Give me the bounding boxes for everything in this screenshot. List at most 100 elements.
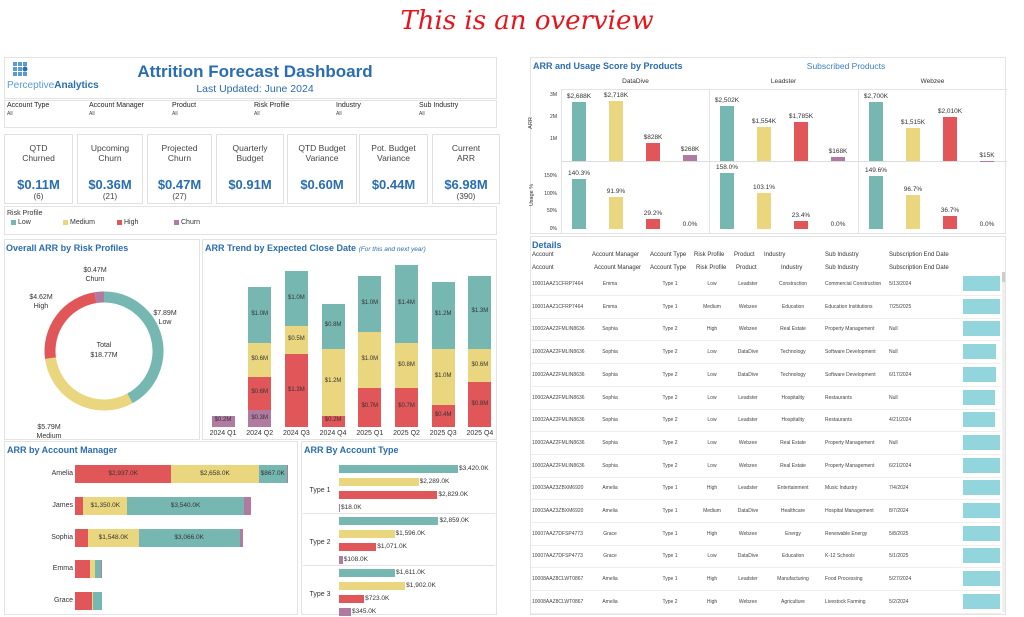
filter-risk-profile[interactable]: Risk Profile All bbox=[254, 102, 334, 126]
details-scrollbar[interactable] bbox=[1002, 272, 1005, 612]
column-header-sub[interactable]: Account bbox=[532, 265, 554, 271]
column-header-sub[interactable]: Product bbox=[736, 265, 757, 271]
trend-bar-high[interactable]: $0.7M bbox=[395, 387, 418, 427]
usage-bar-high[interactable] bbox=[794, 220, 808, 229]
trend-bar-low[interactable]: $1.2M bbox=[431, 281, 455, 349]
trend-bar-high[interactable]: $0.8M bbox=[468, 382, 492, 427]
trend-bar-low[interactable]: $1.0M bbox=[284, 270, 308, 327]
trend-bar-churn[interactable]: $0.2M bbox=[211, 415, 235, 427]
manager-bar-churn[interactable] bbox=[287, 465, 288, 483]
column-header-sub[interactable]: Account Manager bbox=[594, 265, 642, 271]
column-header-sub[interactable]: Industry bbox=[781, 265, 803, 271]
arr-bar-low[interactable] bbox=[720, 105, 734, 161]
trend-bar-low[interactable]: $1.0M bbox=[358, 276, 382, 333]
usage-bar-high[interactable] bbox=[943, 216, 957, 229]
column-header-sub[interactable]: Subscription End Date bbox=[889, 265, 949, 271]
filter-account-manager[interactable]: Account Manager All bbox=[89, 102, 169, 126]
trend-bar-high[interactable]: $0.4M bbox=[431, 404, 455, 427]
column-header[interactable]: Account Type bbox=[650, 252, 687, 258]
column-header-sub[interactable]: Account Type bbox=[650, 265, 687, 271]
trend-bar-medium[interactable]: $1.0M bbox=[358, 332, 382, 388]
trend-bar-high[interactable]: $0.7M bbox=[358, 387, 382, 427]
manager-bar-low[interactable]: $3,540.0K bbox=[127, 497, 244, 515]
manager-bar-high[interactable] bbox=[75, 560, 90, 578]
donut-slice-high[interactable] bbox=[44, 292, 97, 359]
column-header-sub[interactable]: Risk Profile bbox=[696, 265, 727, 271]
arr-bar-low[interactable] bbox=[869, 101, 883, 161]
type-bar-churn[interactable] bbox=[339, 504, 340, 512]
trend-bar-medium[interactable]: $0.6M bbox=[248, 343, 272, 377]
column-header[interactable]: Account bbox=[532, 252, 554, 258]
type-bar-churn[interactable] bbox=[339, 556, 343, 564]
column-header[interactable]: Sub Industry bbox=[825, 252, 859, 258]
column-header[interactable]: Industry bbox=[764, 252, 786, 258]
type-bar-medium[interactable] bbox=[339, 582, 406, 590]
type-bar-high[interactable] bbox=[339, 491, 438, 499]
filter-sub-industry[interactable]: Sub Industry All bbox=[419, 102, 499, 126]
manager-bar-medium[interactable]: $1,350.0K bbox=[83, 497, 128, 515]
column-header[interactable]: Subscription End Date bbox=[889, 252, 949, 258]
column-header[interactable]: Account Manager bbox=[592, 252, 640, 258]
legend-item-high[interactable]: High bbox=[117, 219, 138, 226]
manager-bar-low[interactable] bbox=[94, 560, 102, 578]
trend-bar-churn[interactable]: $0.3M bbox=[248, 410, 272, 427]
filter-product[interactable]: Product All bbox=[172, 102, 252, 126]
trend-bar-medium[interactable]: $1.0M bbox=[431, 348, 455, 405]
donut-slice-churn[interactable] bbox=[94, 291, 105, 304]
filter-value[interactable]: All bbox=[419, 111, 425, 117]
trend-bar-high[interactable]: $1.3M bbox=[284, 354, 308, 427]
trend-bar-medium[interactable]: $1.2M bbox=[321, 348, 345, 416]
trend-bar-medium[interactable]: $0.8M bbox=[395, 343, 418, 388]
trend-bar-medium[interactable]: $0.5M bbox=[284, 326, 308, 355]
type-bar-medium[interactable] bbox=[339, 478, 419, 486]
manager-bar-medium[interactable] bbox=[89, 560, 95, 578]
filter-value[interactable]: All bbox=[7, 111, 13, 117]
usage-bar-low[interactable] bbox=[720, 173, 734, 229]
type-bar-low[interactable] bbox=[339, 517, 439, 525]
filter-value[interactable]: All bbox=[336, 111, 342, 117]
manager-bar-high[interactable] bbox=[75, 497, 84, 515]
arr-bar-churn[interactable] bbox=[683, 155, 697, 161]
arr-bar-medium[interactable] bbox=[609, 101, 623, 161]
manager-bar-medium[interactable]: $2,658.0K bbox=[171, 465, 259, 483]
type-bar-low[interactable] bbox=[339, 465, 458, 473]
trend-bar-low[interactable]: $0.8M bbox=[321, 304, 345, 349]
manager-bar-medium[interactable]: $1,548.0K bbox=[88, 529, 139, 547]
arr-bar-high[interactable] bbox=[794, 121, 808, 161]
type-bar-high[interactable] bbox=[339, 595, 365, 603]
manager-bar-medium[interactable] bbox=[92, 592, 94, 610]
filter-account-type[interactable]: Account Type All bbox=[7, 102, 87, 126]
trend-bar-low[interactable]: $1.0M bbox=[248, 287, 272, 344]
filter-value[interactable]: All bbox=[254, 111, 260, 117]
donut-slice-low[interactable] bbox=[103, 291, 164, 404]
column-header-sub[interactable]: Sub Industry bbox=[825, 265, 859, 271]
type-bar-low[interactable] bbox=[339, 569, 396, 577]
usage-bar-high[interactable] bbox=[646, 218, 660, 229]
manager-bar-low[interactable]: $3,066.0K bbox=[138, 529, 240, 547]
usage-bar-low[interactable] bbox=[572, 179, 586, 229]
manager-bar-churn[interactable] bbox=[243, 497, 251, 515]
trend-bar-high[interactable]: $0.2M bbox=[321, 415, 345, 427]
trend-bar-low[interactable]: $1.4M bbox=[395, 265, 418, 344]
trend-bar-high[interactable]: $0.6M bbox=[248, 376, 272, 411]
type-bar-churn[interactable] bbox=[339, 608, 351, 616]
filter-industry[interactable]: Industry All bbox=[336, 102, 416, 126]
type-bar-high[interactable] bbox=[339, 543, 377, 551]
legend-item-low[interactable]: Low bbox=[11, 219, 31, 226]
manager-bar-low[interactable]: $867.0K bbox=[258, 465, 287, 483]
arr-bar-medium[interactable] bbox=[906, 127, 920, 161]
filter-value[interactable]: All bbox=[89, 111, 95, 117]
manager-bar-churn[interactable] bbox=[101, 560, 103, 578]
filter-value[interactable]: All bbox=[172, 111, 178, 117]
trend-bar-medium[interactable]: $0.6M bbox=[468, 348, 492, 383]
column-header[interactable]: Product bbox=[734, 252, 755, 258]
column-header[interactable]: Risk Profile bbox=[694, 252, 725, 258]
manager-bar-low[interactable] bbox=[93, 592, 103, 610]
arr-bar-churn[interactable] bbox=[831, 157, 845, 161]
arr-bar-low[interactable] bbox=[572, 101, 586, 161]
manager-bar-churn[interactable] bbox=[239, 529, 243, 547]
scrollbar-thumb[interactable] bbox=[1002, 272, 1005, 282]
arr-bar-medium[interactable] bbox=[757, 126, 771, 161]
usage-bar-medium[interactable] bbox=[906, 194, 920, 229]
manager-bar-high[interactable] bbox=[75, 529, 89, 547]
